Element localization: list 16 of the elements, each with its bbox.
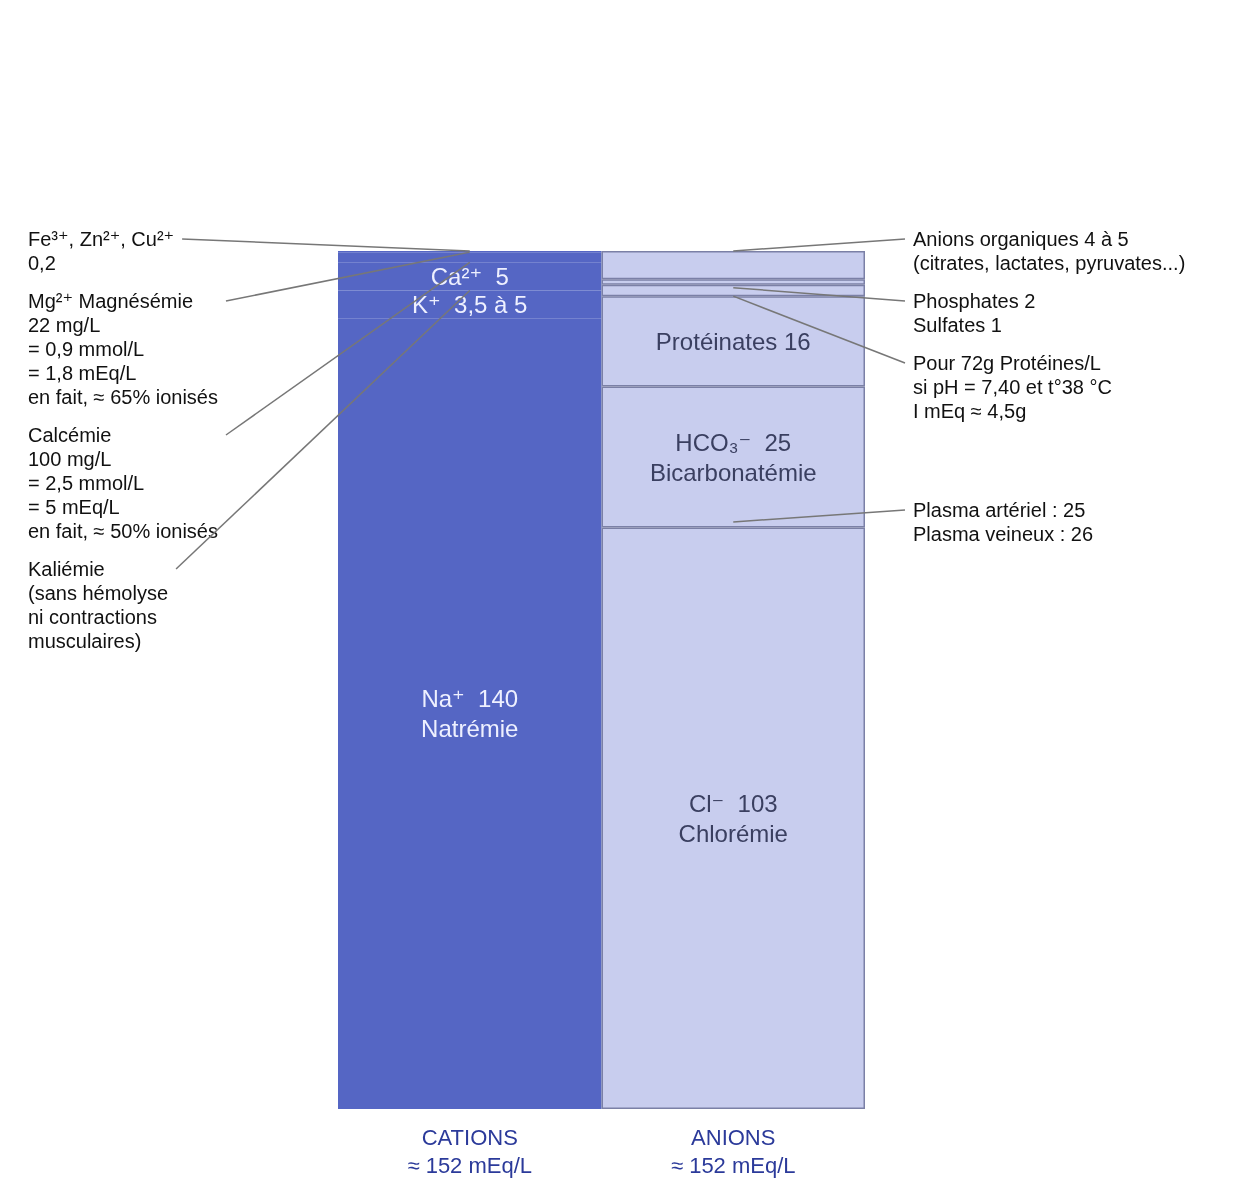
annotation: Phosphates 2 Sulfates 1 [913,290,1036,336]
data-label: K⁺ 3,5 à 5 [412,291,528,319]
annotation: Fe³⁺, Zn²⁺, Cu²⁺ 0,2 [28,228,175,274]
data-label: Na⁺ 140 Natrémie [421,685,519,743]
annotation: Pour 72g Protéines/L si pH = 7,40 et t°38 °C I mEq ≈ 4,5g [913,352,1112,422]
annotation: Kaliémie (sans hémolyse ni contractions musculaires) [28,558,169,652]
x-tick-label: CATIONS ≈ 152 mEq/L [407,1124,533,1178]
data-label: Cl⁻ 103 Chlorémie [678,789,788,847]
annotation: Anions organiques 4 à 5 (citrates, lactates, pyruvates...) [913,228,1186,274]
data-label: Protéinates 16 [655,327,811,355]
data-label: Ca²⁺ 5 [430,262,509,290]
annotation: Plasma artériel : 25 Plasma veineux : 26 [913,498,1094,545]
annotation: Mg²⁺ Magnésémie 22 mg/L = 0,9 mmol/L = 1,8 mEq/L en fait, ≈ 65% ionisés [28,290,218,408]
data-label: HCO₃⁻ 25 Bicarbonatémie [649,428,817,486]
x-tick-label: ANIONS ≈ 152 mEq/L [670,1124,796,1178]
annotation: Calcémie 100 mg/L = 2,5 mmol/L = 5 mEq/L en fait, ≈ 50% ionisés [28,424,218,542]
